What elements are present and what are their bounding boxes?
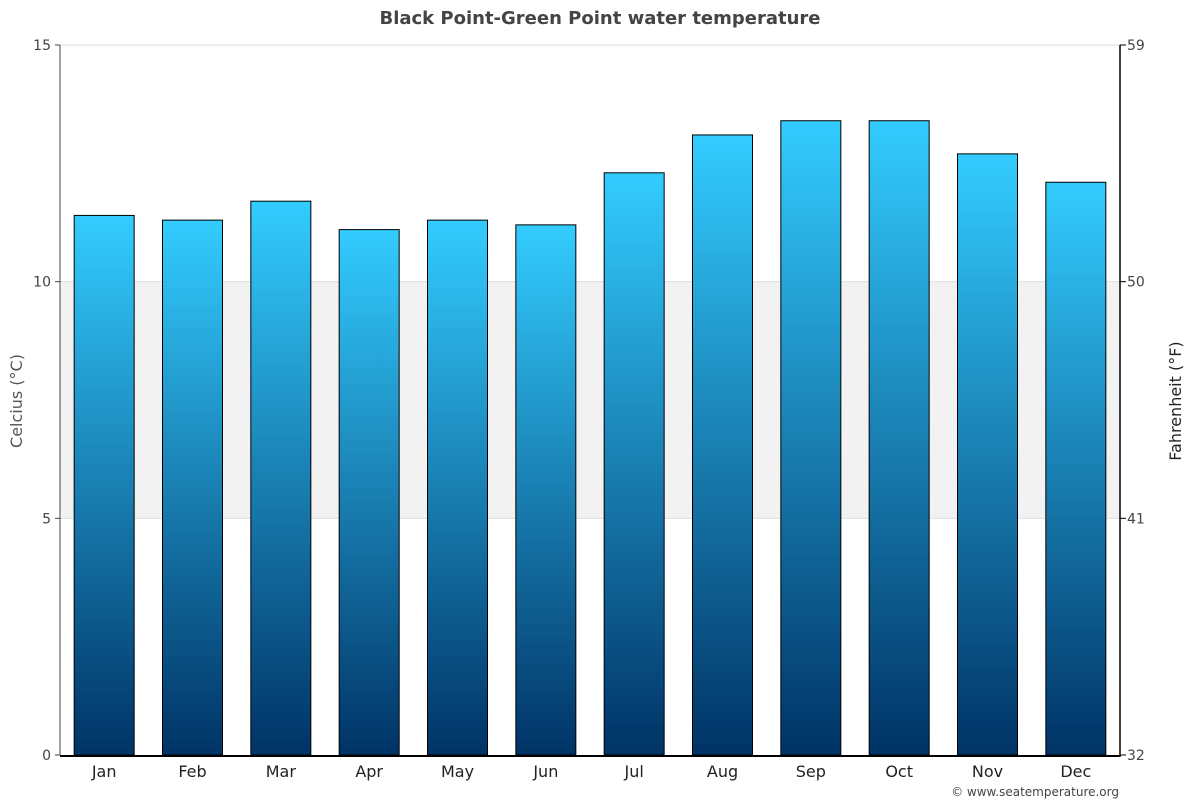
y-tick-label-left: 0 (42, 748, 51, 764)
month-label: Feb (178, 762, 206, 781)
grid-layer (60, 44, 1120, 519)
month-label: Aug (707, 762, 738, 781)
chart-title: Black Point-Green Point water temperatur… (379, 8, 820, 29)
bar-apr (338, 229, 400, 756)
bar-jan (73, 214, 135, 756)
credit-text: © www.seatemperature.org (951, 785, 1119, 799)
axis-layer (59, 45, 1121, 757)
y-axis-right-label: Fahrenheit (°F) (1166, 341, 1185, 460)
bar-feb (162, 219, 223, 756)
shaded-band (60, 281, 1120, 519)
y-axis-left-label: Celcius (°C) (7, 354, 26, 448)
month-label: Oct (885, 762, 913, 781)
month-label: Jul (624, 762, 644, 781)
bar-jul (603, 172, 665, 756)
left-tick-layer: 0 5 10 15 (33, 38, 60, 764)
month-label-layer: Jan Feb Mar Apr May Jun Jul Aug Sep Oct Nov Dec (91, 762, 1091, 781)
y-tick-label-right: 41 (1127, 511, 1145, 527)
month-label: Jan (91, 762, 117, 781)
month-label: Mar (266, 762, 297, 781)
y-tick-label-left: 15 (33, 38, 51, 54)
y-tick-label-left: 10 (33, 275, 51, 291)
month-label: Apr (355, 762, 383, 781)
bar-aug (692, 134, 753, 756)
bar-nov (957, 153, 1018, 756)
bar-oct (868, 120, 930, 756)
bar-sep (780, 120, 842, 756)
band-layer (60, 281, 1120, 519)
month-label: Sep (796, 762, 826, 781)
bar-jun (515, 224, 577, 756)
y-tick-label-right: 59 (1127, 38, 1145, 54)
bar-may (427, 219, 488, 756)
month-label: Dec (1060, 762, 1091, 781)
bar-dec (1045, 181, 1107, 756)
month-label: Nov (972, 762, 1003, 781)
bar-layer (73, 120, 1107, 756)
y-tick-label-right: 32 (1127, 748, 1145, 764)
bar-mar (250, 200, 312, 756)
month-label: May (441, 762, 474, 781)
y-tick-label-left: 5 (42, 511, 51, 527)
y-tick-label-right: 50 (1127, 275, 1145, 291)
right-tick-layer: 32 41 50 59 (1120, 38, 1145, 764)
month-label: Jun (532, 762, 558, 781)
